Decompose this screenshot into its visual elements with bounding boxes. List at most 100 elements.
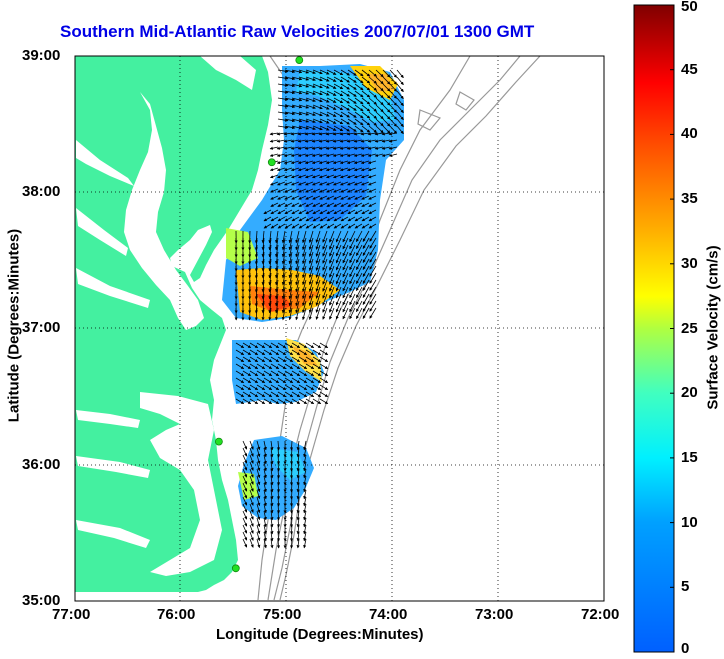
velocity-vector <box>360 174 370 179</box>
velocity-vector <box>263 524 267 535</box>
velocity-vector <box>322 279 328 292</box>
velocity-vector <box>325 167 335 172</box>
velocity-vector <box>361 125 371 133</box>
velocity-vector <box>339 153 349 157</box>
velocity-vector <box>298 216 307 222</box>
velocity-vector <box>277 342 287 349</box>
velocity-vector <box>361 69 371 77</box>
velocity-vector <box>277 202 286 207</box>
velocity-vector <box>332 153 342 157</box>
velocity-vector <box>333 90 344 97</box>
velocity-vector <box>362 307 370 319</box>
velocity-vector <box>329 244 335 257</box>
velocity-vector <box>319 342 329 349</box>
velocity-vector <box>356 300 363 313</box>
velocity-vector <box>270 391 280 398</box>
velocity-vector <box>318 160 328 165</box>
velocity-vector <box>389 69 398 78</box>
velocity-vector <box>360 160 370 165</box>
velocity-vector <box>295 258 300 272</box>
velocity-vector <box>382 69 391 78</box>
velocity-vector <box>369 272 377 284</box>
velocity-vector <box>367 174 377 179</box>
velocity-vector <box>263 531 267 542</box>
velocity-vector <box>261 279 265 293</box>
velocity-vector <box>276 531 281 542</box>
velocity-vector <box>302 300 307 314</box>
velocity-vector <box>302 251 307 265</box>
velocity-vector <box>368 90 378 98</box>
velocity-vector <box>362 286 370 298</box>
velocity-vector <box>354 69 364 77</box>
velocity-vector <box>256 447 261 458</box>
colorbar-tick-label: 15 <box>681 448 698 466</box>
velocity-vector <box>362 272 370 284</box>
velocity-vector <box>288 237 293 251</box>
velocity-vector <box>270 342 280 349</box>
velocity-vector <box>305 118 316 123</box>
velocity-vector <box>263 440 267 451</box>
velocity-vector <box>270 496 274 507</box>
velocity-vector <box>340 97 350 104</box>
velocity-vector <box>263 384 273 391</box>
velocity-vector <box>312 69 323 75</box>
velocity-vector <box>326 188 335 193</box>
velocity-vector <box>312 97 323 103</box>
velocity-vector <box>322 272 328 285</box>
velocity-vector <box>263 391 273 398</box>
velocity-vector <box>270 531 274 542</box>
velocity-vector <box>368 69 378 77</box>
velocity-vector <box>340 181 349 186</box>
velocity-vector <box>305 384 315 391</box>
velocity-vector <box>270 475 274 486</box>
velocity-vector <box>284 69 296 74</box>
velocity-vector <box>308 265 314 279</box>
velocity-vector <box>382 76 391 85</box>
velocity-vector <box>329 300 335 313</box>
velocity-vector <box>326 202 335 207</box>
velocity-vector <box>235 370 245 377</box>
velocity-vector <box>308 286 314 300</box>
velocity-vector <box>249 538 254 548</box>
velocity-vector <box>319 384 329 391</box>
velocity-vector <box>284 377 294 384</box>
velocity-vector <box>318 167 328 172</box>
velocity-vector <box>346 174 356 179</box>
velocity-vector <box>354 181 363 186</box>
velocity-vector <box>308 307 314 321</box>
velocity-vector <box>298 377 308 384</box>
velocity-vector <box>270 188 279 193</box>
x-tick-label: 76:00 <box>157 606 196 623</box>
colorbar-tick-label: 50 <box>681 0 698 15</box>
velocity-vector <box>303 482 307 493</box>
velocity-vector <box>276 461 281 472</box>
velocity-vector <box>326 76 337 82</box>
velocity-vector <box>277 181 286 186</box>
velocity-vector <box>270 377 280 384</box>
velocity-vector <box>276 524 281 535</box>
velocity-vector <box>249 370 259 377</box>
velocity-vector <box>291 349 301 356</box>
velocity-vector <box>277 209 286 215</box>
velocity-vector <box>326 125 337 131</box>
velocity-vector <box>254 265 258 279</box>
velocity-vector <box>347 188 356 193</box>
velocity-vector <box>322 251 328 264</box>
velocity-vector <box>302 258 307 272</box>
velocity-vector <box>263 216 272 222</box>
velocity-vector <box>303 510 307 521</box>
velocity-vector <box>349 279 356 292</box>
velocity-vector <box>249 440 254 450</box>
velocity-vector <box>303 447 307 458</box>
velocity-vector <box>284 118 296 123</box>
velocity-vector <box>304 153 314 157</box>
velocity-vector <box>368 76 378 84</box>
velocity-vector <box>389 90 398 99</box>
velocity-vector <box>347 76 357 83</box>
velocity-vector <box>263 209 272 215</box>
velocity-vector <box>315 265 321 278</box>
velocity-vector <box>329 265 335 278</box>
velocity-vector <box>268 244 272 258</box>
colorbar-tick-label: 35 <box>681 190 698 208</box>
